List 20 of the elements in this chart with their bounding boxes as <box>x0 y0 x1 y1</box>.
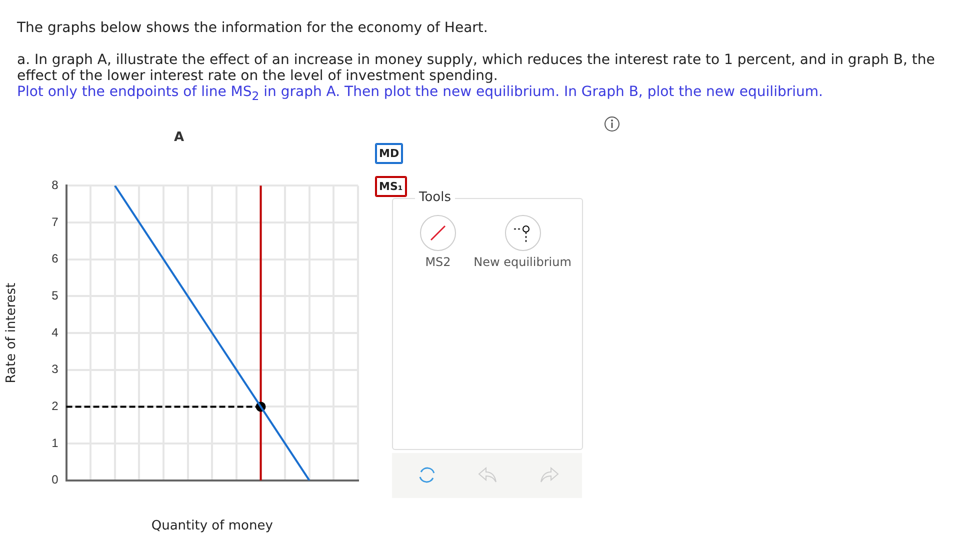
text: a. In graph A, illustrate the effect of an increase in money supply, which reduces the interest rate to 1 percent, and in graph B, the effect of the lower interest rate on the level of investment spending. <box>17 52 936 84</box>
text: MS₁ <box>375 176 407 197</box>
y-tick-label: 1 <box>52 436 59 450</box>
y-tick-label: 2 <box>52 399 59 414</box>
y-tick-label: 4 <box>52 325 59 340</box>
y-axis-title: Rate of interest <box>4 282 20 384</box>
chart-title: A <box>174 130 184 146</box>
y-tick-label: 0 <box>52 472 59 487</box>
text: Plot only the endpoints of line MS$_{2}$ in graph A. Then plot the new equilibrium. In Graph B, plot the new equilibrium. <box>17 84 824 104</box>
x-axis-title: Quantity of money <box>151 518 274 534</box>
text: MD <box>375 143 404 164</box>
text: MS2 <box>425 255 451 269</box>
y-tick-label: 3 <box>52 362 59 376</box>
y-tick-label: 6 <box>52 252 59 266</box>
y-tick-label: 8 <box>52 178 59 192</box>
text: New equilibrium <box>474 255 572 269</box>
text: Tools <box>415 190 456 205</box>
y-tick-label: 7 <box>52 214 59 229</box>
y-tick-label: 5 <box>52 288 59 302</box>
text: The graphs below shows the information for the economy of Heart. <box>17 20 489 36</box>
